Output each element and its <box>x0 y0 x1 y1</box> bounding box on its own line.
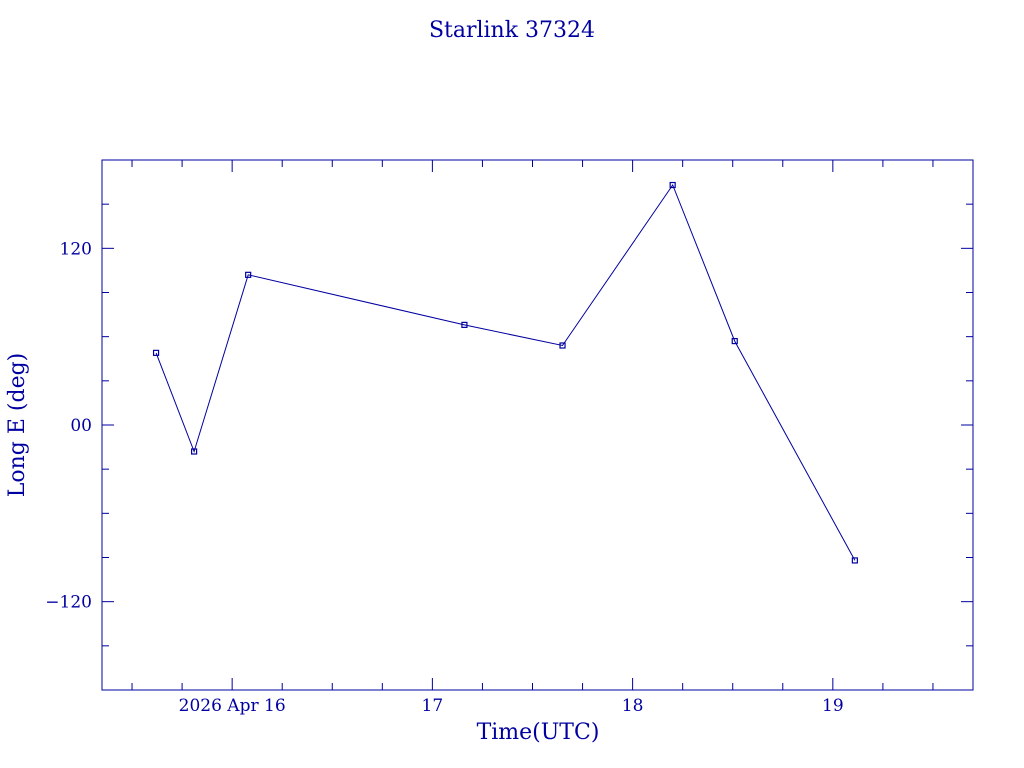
data-point <box>731 337 738 345</box>
y-tick-label: 00 <box>70 416 92 436</box>
x-axis-label: Time(UTC) <box>477 720 600 745</box>
plot-frame <box>101 159 974 691</box>
data-point <box>559 342 566 349</box>
data-point <box>245 271 252 278</box>
series-line <box>155 183 856 561</box>
data-point <box>152 349 160 356</box>
data-point <box>191 448 198 455</box>
chart-title: Starlink 37324 <box>429 18 595 43</box>
series-line-group <box>152 181 858 564</box>
y-tick-label: −120 <box>45 593 92 613</box>
y-axis-label: Long E (deg) <box>5 353 30 498</box>
x-tick-label: 19 <box>822 696 844 716</box>
axis-ticks <box>102 160 973 690</box>
x-tick-label: 2026 Apr 16 <box>179 696 286 716</box>
data-point <box>669 181 676 189</box>
x-tick-label: 17 <box>422 696 444 716</box>
data-point <box>461 321 468 328</box>
tick-labels: 2026 Apr 16 17 18 19 120 00 −120 <box>45 239 843 716</box>
y-tick-label: 120 <box>60 239 92 259</box>
data-point <box>851 557 858 564</box>
x-tick-label: 18 <box>622 696 644 716</box>
